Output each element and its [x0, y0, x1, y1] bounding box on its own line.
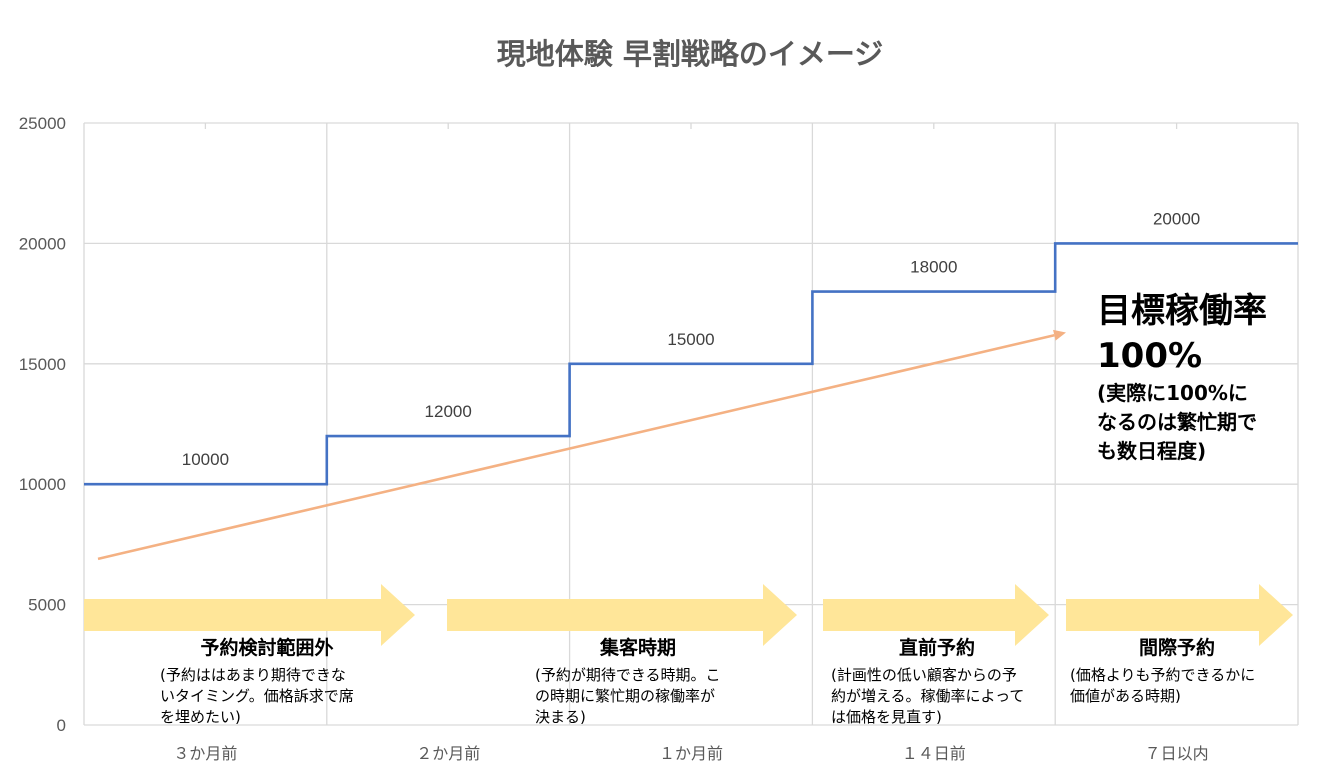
trend-arrow — [97, 329, 1066, 561]
phase-arrow-0 — [84, 584, 415, 646]
phase-desc-1-0: (予約が期待できる時期。こ — [535, 666, 721, 684]
phase-desc-0-1: いタイミング。価格訴求で席 — [160, 687, 354, 705]
y-tick-label-4: 20000 — [19, 234, 66, 253]
phase-title-0: 予約検討範囲外 — [200, 636, 333, 659]
phase-title-3: 間際予約 — [1139, 636, 1215, 659]
y-tick-label-1: 5000 — [28, 596, 66, 615]
trend-arrowhead — [1053, 329, 1066, 341]
phase-arrow-1 — [447, 584, 797, 646]
phase-arrows — [84, 584, 1293, 646]
phase-title-2: 直前予約 — [899, 636, 975, 659]
target-desc-0: (実際に100%に — [1097, 381, 1248, 405]
data-label-2: 15000 — [667, 330, 714, 349]
phase-desc-3-0: (価格よりも予約できるかに — [1070, 666, 1255, 684]
phase-desc-3-1: 価値がある時期) — [1070, 687, 1181, 705]
phase-desc-1-2: 決まる) — [535, 708, 586, 726]
phase-desc-0-0: (予約ははあまり期待できな — [160, 666, 346, 684]
phase-arrow-3 — [1066, 584, 1293, 646]
phase-desc-0-2: を埋めたい) — [160, 708, 241, 726]
x-tick-label-1: ２か月前 — [416, 744, 480, 763]
x-tick-label-0: ３か月前 — [173, 744, 237, 763]
x-tick-label-3: １４日前 — [902, 744, 966, 763]
data-label-0: 10000 — [182, 450, 229, 469]
phase-desc-1-1: の時期に繁忙期の稼働率が — [535, 687, 715, 705]
step-series: 10000 12000 15000 18000 20000 — [84, 209, 1298, 486]
y-tick-label-3: 15000 — [19, 355, 66, 374]
target-title-0: 目標稼働率 — [1097, 291, 1267, 331]
data-label-4: 20000 — [1153, 209, 1200, 228]
phase-desc-2-0: (計画性の低い顧客からの予 — [831, 666, 1017, 684]
chart-title: 現地体験 早割戦略のイメージ — [497, 37, 884, 71]
x-axis-ticks: ３か月前 ２か月前 １か月前 １４日前 ７日以内 — [173, 744, 1208, 763]
x-tick-label-2: １か月前 — [659, 744, 723, 763]
phase-desc-2-1: 約が増える。稼働率によって — [831, 687, 1024, 705]
phase-desc-2-2: は価格を見直す) — [831, 708, 942, 726]
y-tick-label-2: 10000 — [19, 475, 66, 494]
y-axis-ticks: 0 5000 10000 15000 20000 25000 — [19, 114, 66, 735]
trend-line — [97, 333, 1055, 561]
y-tick-label-5: 25000 — [19, 114, 66, 133]
x-tick-label-4: ７日以内 — [1145, 744, 1209, 763]
y-tick-label-0: 0 — [57, 716, 66, 735]
phase-title-1: 集客時期 — [599, 636, 676, 659]
target-desc-2: も数日程度) — [1097, 439, 1206, 463]
target-title-1: 100% — [1097, 336, 1202, 376]
step-line — [84, 242, 1298, 486]
phase-arrow-2 — [823, 584, 1049, 646]
target-desc-1: なるのは繁忙期で — [1097, 410, 1257, 434]
data-label-1: 12000 — [425, 402, 472, 421]
data-label-3: 18000 — [910, 258, 957, 277]
